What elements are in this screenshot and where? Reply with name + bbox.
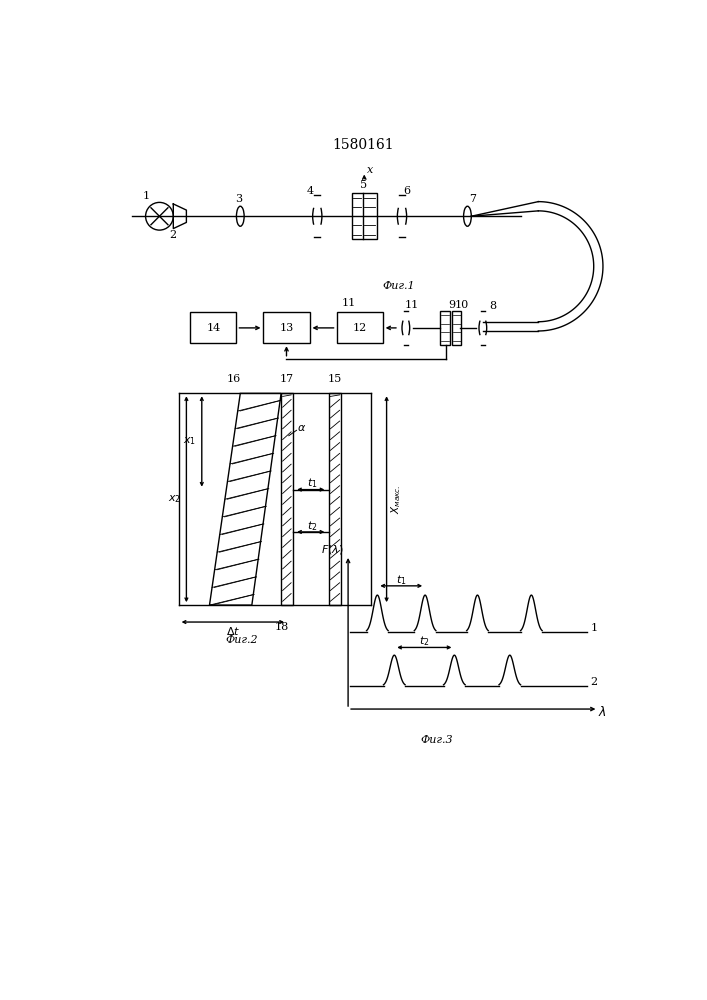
- Text: $\lambda$: $\lambda$: [598, 705, 607, 719]
- Text: $t_1$: $t_1$: [307, 477, 317, 490]
- Text: $x_2$: $x_2$: [168, 493, 180, 505]
- Text: 6: 6: [403, 186, 410, 196]
- Text: $\alpha$: $\alpha$: [296, 423, 305, 433]
- Text: 11: 11: [404, 300, 419, 310]
- Text: 11: 11: [341, 298, 356, 308]
- Bar: [337, 312, 382, 343]
- Text: Фиг.1: Фиг.1: [382, 281, 416, 291]
- Bar: [329, 393, 341, 605]
- Text: 14: 14: [206, 323, 221, 333]
- Text: 12: 12: [353, 323, 367, 333]
- Text: 7: 7: [469, 194, 476, 204]
- Text: 17: 17: [279, 374, 293, 384]
- Bar: [352, 193, 377, 239]
- Text: 2: 2: [590, 677, 597, 687]
- Text: Фиг.2: Фиг.2: [225, 635, 257, 645]
- Text: 1: 1: [590, 623, 597, 633]
- Text: $F(\lambda)$: $F(\lambda)$: [322, 543, 344, 556]
- Text: $X_{макс.}$: $X_{макс.}$: [390, 485, 404, 514]
- Polygon shape: [209, 393, 281, 605]
- Bar: [264, 312, 310, 343]
- Text: $t_1$: $t_1$: [396, 573, 407, 587]
- Bar: [281, 393, 293, 605]
- Text: $\Delta t$: $\Delta t$: [226, 625, 240, 637]
- Text: x: x: [368, 165, 373, 175]
- Text: 3: 3: [235, 194, 242, 204]
- Bar: [190, 312, 236, 343]
- Bar: [452, 311, 461, 345]
- Text: 4: 4: [307, 186, 314, 196]
- Text: 1580161: 1580161: [332, 138, 394, 152]
- Text: 1: 1: [143, 191, 150, 201]
- Bar: [440, 311, 450, 345]
- Text: 2: 2: [170, 231, 177, 240]
- Text: $x_1$: $x_1$: [183, 436, 196, 447]
- Text: 10: 10: [455, 300, 469, 310]
- Text: 9: 9: [448, 300, 455, 310]
- Text: 5: 5: [360, 180, 367, 190]
- Text: $t_2$: $t_2$: [419, 634, 430, 648]
- Text: 13: 13: [279, 323, 293, 333]
- Text: 15: 15: [328, 374, 342, 384]
- Text: 8: 8: [489, 301, 496, 311]
- Text: Фиг.3: Фиг.3: [421, 735, 453, 745]
- Text: 18: 18: [275, 622, 289, 632]
- Text: $t_2$: $t_2$: [307, 519, 317, 533]
- Text: 16: 16: [227, 374, 241, 384]
